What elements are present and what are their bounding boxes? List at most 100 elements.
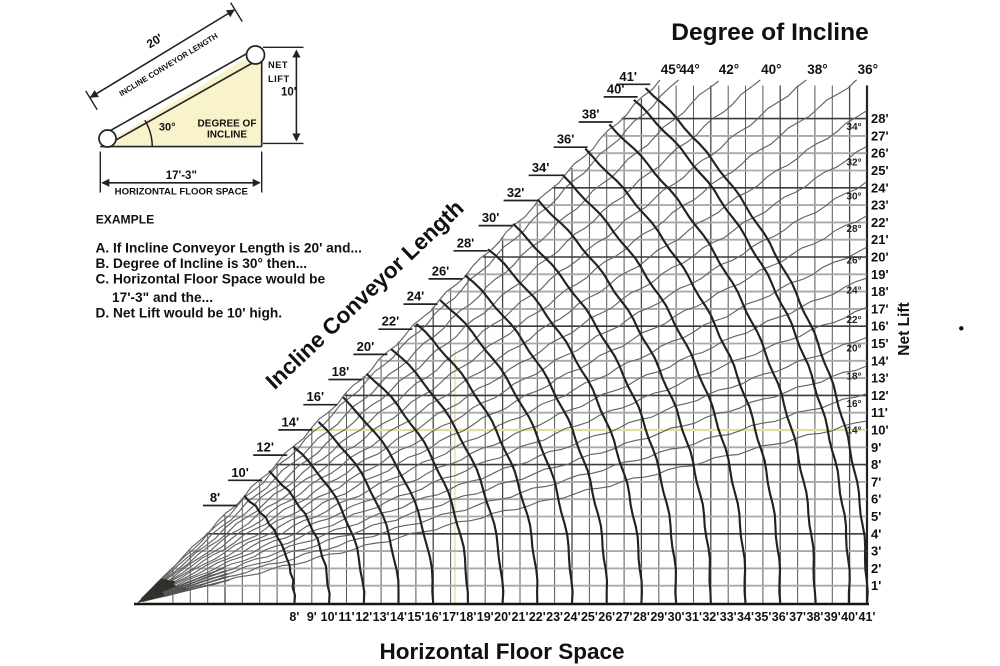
svg-text:EXAMPLE: EXAMPLE [96, 213, 154, 227]
svg-text:41': 41' [619, 69, 637, 84]
svg-text:18°: 18° [846, 372, 861, 383]
svg-text:25': 25' [871, 163, 889, 178]
svg-text:15': 15' [871, 336, 889, 351]
svg-text:10': 10' [281, 87, 297, 99]
svg-text:24°: 24° [846, 286, 861, 297]
svg-text:16°: 16° [846, 399, 861, 410]
svg-text:9': 9' [871, 440, 881, 455]
svg-text:30°: 30° [159, 122, 176, 134]
svg-text:19': 19' [477, 610, 494, 624]
svg-text:11': 11' [338, 610, 354, 624]
svg-text:42°: 42° [719, 62, 739, 77]
svg-text:40°: 40° [761, 62, 781, 77]
svg-text:22': 22' [529, 610, 546, 624]
svg-text:6': 6' [871, 492, 881, 507]
svg-text:26': 26' [871, 146, 889, 161]
svg-text:36': 36' [557, 132, 575, 147]
svg-text:26': 26' [432, 263, 450, 278]
svg-text:10': 10' [871, 423, 889, 438]
svg-text:12': 12' [871, 388, 889, 403]
svg-text:LIFT: LIFT [268, 74, 290, 84]
svg-text:12': 12' [256, 440, 274, 455]
svg-text:26°: 26° [846, 255, 861, 266]
svg-text:24': 24' [407, 289, 425, 304]
svg-text:16': 16' [425, 610, 442, 624]
svg-text:20': 20' [357, 339, 375, 354]
svg-text:8': 8' [210, 490, 220, 505]
svg-text:45°: 45° [661, 62, 681, 77]
svg-text:HORIZONTAL FLOOR SPACE: HORIZONTAL FLOOR SPACE [115, 187, 249, 198]
svg-text:14': 14' [390, 610, 407, 624]
svg-text:20': 20' [871, 250, 889, 265]
svg-text:14': 14' [871, 353, 889, 368]
svg-text:34': 34' [737, 610, 754, 624]
svg-text:7': 7' [871, 474, 881, 489]
svg-text:23': 23' [871, 198, 889, 213]
svg-text:13': 13' [871, 371, 889, 386]
svg-text:28': 28' [457, 235, 475, 250]
svg-text:20': 20' [494, 610, 511, 624]
svg-text:38': 38' [806, 610, 823, 624]
svg-text:D. Net Lift would be 10' high.: D. Net Lift would be 10' high. [96, 306, 283, 321]
svg-text:5': 5' [871, 509, 881, 524]
svg-text:10': 10' [231, 465, 249, 480]
svg-text:1': 1' [871, 578, 881, 593]
svg-text:38°: 38° [807, 62, 827, 77]
svg-text:14°: 14° [846, 426, 861, 437]
svg-text:30': 30' [482, 210, 500, 225]
svg-text:21': 21' [512, 610, 529, 624]
svg-text:36°: 36° [858, 62, 878, 77]
svg-text:20°: 20° [846, 344, 861, 355]
svg-text:34°: 34° [846, 122, 861, 133]
svg-text:32°: 32° [846, 157, 861, 168]
svg-text:10': 10' [321, 610, 338, 624]
svg-text:16': 16' [307, 389, 325, 404]
svg-text:15': 15' [407, 610, 424, 624]
svg-text:28°: 28° [846, 224, 861, 235]
svg-text:12': 12' [355, 610, 372, 624]
svg-text:25': 25' [581, 610, 598, 624]
svg-text:14': 14' [282, 414, 300, 429]
svg-text:Horizontal Floor Space: Horizontal Floor Space [379, 639, 624, 664]
svg-text:22': 22' [871, 215, 889, 230]
svg-text:17'-3" and the...: 17'-3" and the... [112, 290, 213, 305]
svg-text:17'-3": 17'-3" [166, 170, 197, 182]
svg-text:2': 2' [871, 561, 881, 576]
svg-text:29': 29' [650, 610, 667, 624]
svg-text:33': 33' [720, 610, 737, 624]
svg-text:35': 35' [754, 610, 771, 624]
svg-text:17': 17' [442, 610, 459, 624]
svg-text:8': 8' [289, 610, 299, 624]
svg-text:27': 27' [616, 610, 633, 624]
svg-text:16': 16' [871, 319, 889, 334]
svg-text:18': 18' [871, 284, 889, 299]
svg-text:A. If Incline Conveyor Length: A. If Incline Conveyor Length is 20' and… [96, 241, 362, 256]
svg-text:4': 4' [871, 526, 881, 541]
svg-text:28': 28' [871, 111, 889, 126]
svg-text:Net Lift: Net Lift [896, 302, 913, 355]
svg-text:17': 17' [871, 301, 889, 316]
svg-text:B. Degree of Incline is 30° th: B. Degree of Incline is 30° then... [96, 256, 308, 271]
svg-text:38': 38' [582, 107, 600, 122]
svg-text:24': 24' [564, 610, 581, 624]
svg-text:11': 11' [871, 405, 888, 420]
svg-text:23': 23' [546, 610, 563, 624]
svg-text:22': 22' [382, 314, 400, 329]
svg-text:8': 8' [871, 457, 881, 472]
svg-text:18': 18' [332, 364, 350, 379]
svg-text:3': 3' [871, 544, 881, 559]
svg-text:30°: 30° [846, 191, 861, 202]
svg-text:22°: 22° [846, 315, 861, 326]
svg-text:DEGREE OF: DEGREE OF [198, 119, 257, 130]
svg-text:41': 41' [859, 610, 876, 624]
svg-text:NET: NET [268, 60, 288, 70]
svg-text:C. Horizontal Floor Space woul: C. Horizontal Floor Space would be [96, 272, 326, 287]
svg-text:34': 34' [532, 160, 550, 175]
svg-text:27': 27' [871, 128, 889, 143]
svg-text:40': 40' [607, 81, 625, 96]
svg-text:24': 24' [871, 180, 889, 195]
svg-text:26': 26' [598, 610, 615, 624]
svg-text:9': 9' [307, 610, 317, 624]
svg-text:18': 18' [459, 610, 476, 624]
svg-text:21': 21' [871, 232, 889, 247]
